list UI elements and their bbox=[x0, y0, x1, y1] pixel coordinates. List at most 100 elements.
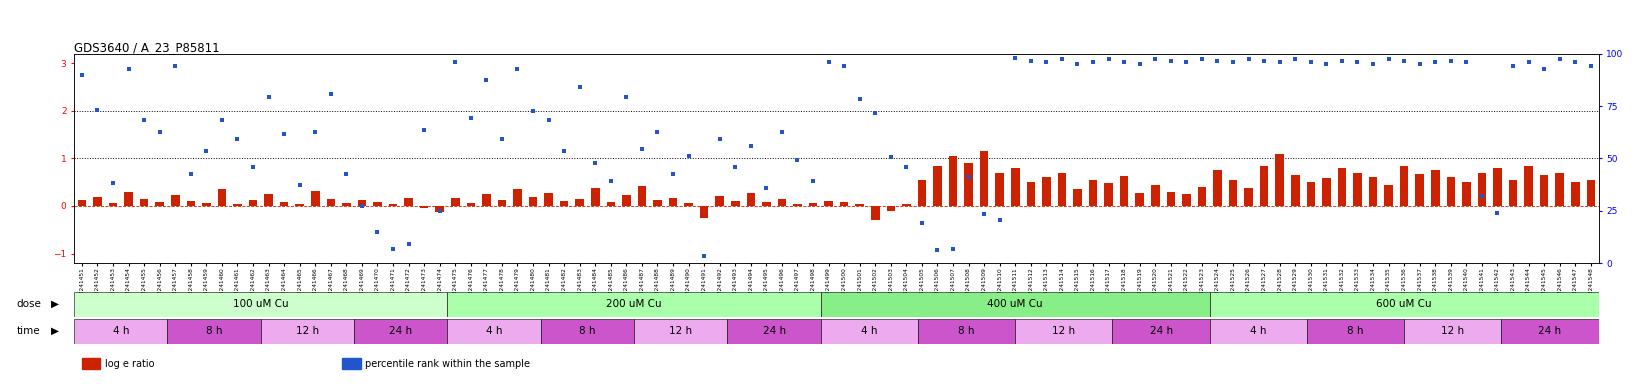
Point bbox=[1127, 60, 1154, 66]
Point bbox=[1313, 60, 1340, 66]
Point bbox=[1065, 60, 1091, 66]
Bar bbox=[1384, 185, 1393, 206]
Bar bbox=[634, 319, 727, 344]
Point bbox=[676, 152, 702, 159]
Point bbox=[1376, 56, 1402, 63]
Point bbox=[768, 129, 794, 135]
Point bbox=[1577, 63, 1604, 70]
Text: GDS3640 / A_23_P85811: GDS3640 / A_23_P85811 bbox=[74, 41, 219, 54]
Bar bbox=[140, 199, 148, 206]
Point bbox=[1562, 59, 1589, 65]
Text: 4 h: 4 h bbox=[862, 326, 878, 336]
Point bbox=[209, 117, 236, 123]
Point bbox=[115, 66, 142, 72]
Bar bbox=[700, 206, 709, 218]
Text: 4 h: 4 h bbox=[486, 326, 503, 336]
Bar bbox=[1416, 174, 1424, 206]
Bar bbox=[1112, 319, 1210, 344]
Point bbox=[147, 129, 173, 135]
Bar bbox=[1259, 166, 1269, 206]
Bar bbox=[94, 197, 102, 206]
Text: dose: dose bbox=[16, 299, 41, 309]
Text: 24 h: 24 h bbox=[1538, 326, 1562, 336]
Bar bbox=[1210, 292, 1599, 317]
Bar bbox=[778, 199, 786, 206]
Bar bbox=[155, 202, 165, 206]
Bar bbox=[1399, 166, 1409, 206]
Point bbox=[816, 59, 842, 65]
Bar bbox=[1501, 319, 1599, 344]
Point bbox=[84, 106, 110, 113]
Point bbox=[1468, 193, 1495, 199]
Bar bbox=[529, 197, 537, 206]
Bar bbox=[1150, 185, 1160, 206]
Bar bbox=[264, 194, 274, 206]
Point bbox=[956, 174, 982, 180]
Bar bbox=[435, 206, 443, 212]
Text: 200 uM Cu: 200 uM Cu bbox=[606, 299, 662, 310]
Point bbox=[1096, 56, 1122, 63]
Point bbox=[1360, 60, 1386, 66]
Bar bbox=[981, 151, 989, 206]
Point bbox=[1188, 56, 1215, 63]
Point bbox=[939, 246, 966, 252]
Bar bbox=[560, 201, 569, 206]
Point bbox=[1033, 59, 1060, 65]
Point bbox=[410, 127, 437, 134]
Point bbox=[598, 178, 625, 184]
Bar bbox=[727, 319, 821, 344]
Point bbox=[1546, 56, 1572, 63]
Bar bbox=[171, 195, 180, 206]
Bar bbox=[995, 173, 1004, 206]
Text: 4 h: 4 h bbox=[1251, 326, 1267, 336]
Bar bbox=[260, 319, 354, 344]
Point bbox=[1297, 59, 1323, 65]
Bar bbox=[343, 358, 361, 369]
Bar bbox=[821, 319, 918, 344]
Point bbox=[255, 94, 282, 100]
Bar bbox=[1073, 189, 1081, 206]
Bar bbox=[747, 193, 755, 206]
Point bbox=[224, 136, 250, 142]
Text: 600 uM Cu: 600 uM Cu bbox=[1376, 299, 1432, 310]
Bar bbox=[1121, 177, 1129, 206]
Bar bbox=[326, 199, 335, 206]
Bar bbox=[466, 203, 475, 206]
Bar bbox=[715, 197, 723, 206]
Bar bbox=[1462, 182, 1470, 206]
Bar bbox=[887, 206, 895, 211]
Point bbox=[1328, 58, 1355, 64]
Bar bbox=[1290, 175, 1300, 206]
Point bbox=[1157, 58, 1183, 64]
Bar bbox=[653, 200, 662, 206]
Point bbox=[1437, 58, 1463, 64]
Bar bbox=[1198, 187, 1206, 206]
Bar bbox=[793, 204, 801, 206]
Bar bbox=[1182, 194, 1190, 206]
Point bbox=[519, 108, 545, 114]
Point bbox=[241, 164, 267, 170]
Bar bbox=[949, 156, 957, 206]
Bar bbox=[1430, 170, 1439, 206]
Bar bbox=[901, 204, 911, 206]
Bar bbox=[1493, 168, 1501, 206]
Point bbox=[178, 170, 204, 177]
Bar bbox=[621, 195, 631, 206]
Bar bbox=[544, 193, 552, 206]
Bar bbox=[541, 319, 634, 344]
Bar bbox=[1276, 154, 1284, 206]
Point bbox=[458, 115, 485, 121]
Bar bbox=[669, 199, 677, 206]
Bar bbox=[1571, 182, 1579, 206]
Point bbox=[349, 203, 376, 209]
Point bbox=[302, 129, 328, 135]
Point bbox=[1048, 56, 1074, 63]
Point bbox=[925, 247, 951, 253]
Bar bbox=[1524, 166, 1533, 206]
Bar bbox=[389, 204, 397, 206]
Point bbox=[1422, 59, 1449, 65]
Bar bbox=[74, 319, 168, 344]
Point bbox=[364, 229, 391, 235]
Bar bbox=[684, 203, 692, 206]
Bar bbox=[1104, 183, 1112, 206]
